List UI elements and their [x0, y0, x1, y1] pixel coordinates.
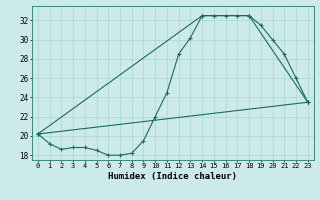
X-axis label: Humidex (Indice chaleur): Humidex (Indice chaleur) [108, 172, 237, 181]
